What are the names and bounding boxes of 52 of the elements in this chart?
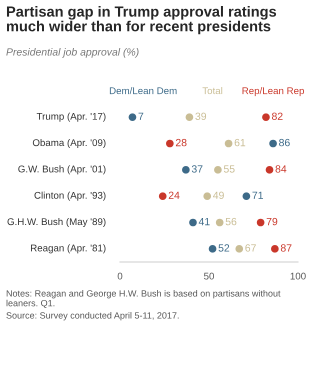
chart-subtitle: Presidential job approval (%) xyxy=(6,48,139,58)
data-label: 84 xyxy=(276,165,286,173)
y-tick-label: G.H.W. Bush (May '89) xyxy=(8,218,106,228)
data-label: 67 xyxy=(245,244,256,252)
data-label: 82 xyxy=(272,112,283,120)
data-label: 61 xyxy=(234,138,246,146)
data-label: 55 xyxy=(224,165,235,173)
x-tick-label: 50 xyxy=(204,272,214,280)
point xyxy=(242,192,250,200)
data-label: 7 xyxy=(138,112,144,120)
point xyxy=(235,245,244,253)
text: Notes: Reagan and George H.W. Bush is based on partisans without leaners. Q1. xyxy=(6,290,280,308)
point xyxy=(269,140,277,148)
x-tick-label: 100 xyxy=(290,272,306,280)
data-label: 86 xyxy=(279,138,290,146)
point xyxy=(182,166,190,174)
y-tick-label: Obama (Apr. '09) xyxy=(32,138,106,148)
data-label: 37 xyxy=(192,165,202,173)
point xyxy=(186,113,194,121)
text: Total xyxy=(202,87,222,94)
x-tick-label: 0 xyxy=(118,272,122,280)
text: Rep/Lean Rep xyxy=(242,87,304,96)
y-tick-label: Trump (Apr. '17) xyxy=(36,112,106,122)
text: Dem/Lean Dem xyxy=(110,87,177,94)
point xyxy=(266,166,274,174)
data-label: 24 xyxy=(168,192,180,199)
point xyxy=(128,113,136,121)
point xyxy=(262,113,270,121)
data-label: 56 xyxy=(226,218,236,226)
data-label: 39 xyxy=(195,112,206,120)
y-tick-label: Reagan (Apr. '81) xyxy=(31,244,106,254)
data-label: 79 xyxy=(266,218,278,226)
data-label: 52 xyxy=(218,244,230,252)
point xyxy=(216,218,224,226)
data-label: 41 xyxy=(198,218,210,226)
y-tick-label: G.W. Bush (Apr. '01) xyxy=(18,165,106,174)
data-label: 28 xyxy=(176,138,187,146)
point xyxy=(208,245,216,253)
source-note: Source: Survey conducted April 5-11, 2017. xyxy=(6,312,179,320)
point xyxy=(158,192,167,200)
point xyxy=(256,218,264,226)
point xyxy=(224,140,232,148)
point xyxy=(166,140,174,148)
point xyxy=(189,218,197,226)
y-tick-label: Clinton (Apr. '93) xyxy=(34,192,106,201)
data-label: 87 xyxy=(280,244,292,252)
point xyxy=(203,192,212,200)
point xyxy=(271,245,279,253)
data-label: 71 xyxy=(252,192,264,199)
point xyxy=(214,166,222,174)
data-label: 49 xyxy=(213,192,224,199)
chart-title: Partisan gap in Trump approval ratings much wider than for recent presidents xyxy=(6,6,276,34)
